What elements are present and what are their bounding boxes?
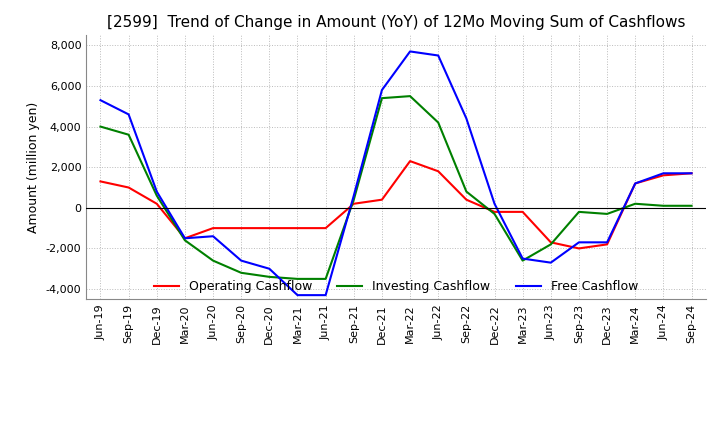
Free Cashflow <box>490 201 499 206</box>
Operating Cashflow <box>349 201 358 206</box>
Operating Cashflow <box>462 197 471 202</box>
Free Cashflow <box>575 240 583 245</box>
Operating Cashflow <box>603 242 611 247</box>
Operating Cashflow <box>125 185 133 190</box>
Investing Cashflow <box>96 124 105 129</box>
Operating Cashflow <box>321 225 330 231</box>
Investing Cashflow <box>603 211 611 216</box>
Investing Cashflow <box>546 242 555 247</box>
Line: Investing Cashflow: Investing Cashflow <box>101 96 691 279</box>
Free Cashflow <box>349 193 358 198</box>
Investing Cashflow <box>349 197 358 202</box>
Operating Cashflow <box>434 169 443 174</box>
Investing Cashflow <box>125 132 133 137</box>
Free Cashflow <box>153 189 161 194</box>
Investing Cashflow <box>462 189 471 194</box>
Free Cashflow <box>293 293 302 298</box>
Investing Cashflow <box>377 95 386 101</box>
Free Cashflow <box>321 293 330 298</box>
Operating Cashflow <box>293 225 302 231</box>
Investing Cashflow <box>321 276 330 282</box>
Operating Cashflow <box>181 236 189 241</box>
Investing Cashflow <box>575 209 583 215</box>
Line: Free Cashflow: Free Cashflow <box>101 51 691 295</box>
Free Cashflow <box>603 240 611 245</box>
Investing Cashflow <box>406 93 415 99</box>
Operating Cashflow <box>659 172 667 178</box>
Operating Cashflow <box>406 158 415 164</box>
Title: [2599]  Trend of Change in Amount (YoY) of 12Mo Moving Sum of Cashflows: [2599] Trend of Change in Amount (YoY) o… <box>107 15 685 30</box>
Free Cashflow <box>687 171 696 176</box>
Investing Cashflow <box>687 203 696 209</box>
Line: Operating Cashflow: Operating Cashflow <box>101 161 691 249</box>
Investing Cashflow <box>209 258 217 263</box>
Free Cashflow <box>406 49 415 54</box>
Operating Cashflow <box>546 240 555 245</box>
Operating Cashflow <box>687 171 696 176</box>
Operating Cashflow <box>631 181 639 186</box>
Free Cashflow <box>96 98 105 103</box>
Free Cashflow <box>659 171 667 176</box>
Investing Cashflow <box>490 211 499 216</box>
Free Cashflow <box>377 88 386 93</box>
Investing Cashflow <box>153 193 161 198</box>
Free Cashflow <box>518 256 527 261</box>
Investing Cashflow <box>237 270 246 275</box>
Y-axis label: Amount (million yen): Amount (million yen) <box>27 102 40 233</box>
Investing Cashflow <box>265 274 274 279</box>
Free Cashflow <box>181 236 189 241</box>
Free Cashflow <box>125 112 133 117</box>
Operating Cashflow <box>153 201 161 206</box>
Investing Cashflow <box>293 276 302 282</box>
Operating Cashflow <box>377 197 386 202</box>
Operating Cashflow <box>265 225 274 231</box>
Investing Cashflow <box>659 203 667 209</box>
Operating Cashflow <box>518 209 527 215</box>
Free Cashflow <box>462 116 471 121</box>
Free Cashflow <box>209 234 217 239</box>
Operating Cashflow <box>237 225 246 231</box>
Operating Cashflow <box>575 246 583 251</box>
Investing Cashflow <box>518 258 527 263</box>
Operating Cashflow <box>490 209 499 215</box>
Free Cashflow <box>265 266 274 271</box>
Free Cashflow <box>237 258 246 263</box>
Investing Cashflow <box>631 201 639 206</box>
Free Cashflow <box>546 260 555 265</box>
Operating Cashflow <box>209 225 217 231</box>
Operating Cashflow <box>96 179 105 184</box>
Free Cashflow <box>631 181 639 186</box>
Legend: Operating Cashflow, Investing Cashflow, Free Cashflow: Operating Cashflow, Investing Cashflow, … <box>149 275 643 298</box>
Investing Cashflow <box>434 120 443 125</box>
Investing Cashflow <box>181 238 189 243</box>
Free Cashflow <box>434 53 443 58</box>
